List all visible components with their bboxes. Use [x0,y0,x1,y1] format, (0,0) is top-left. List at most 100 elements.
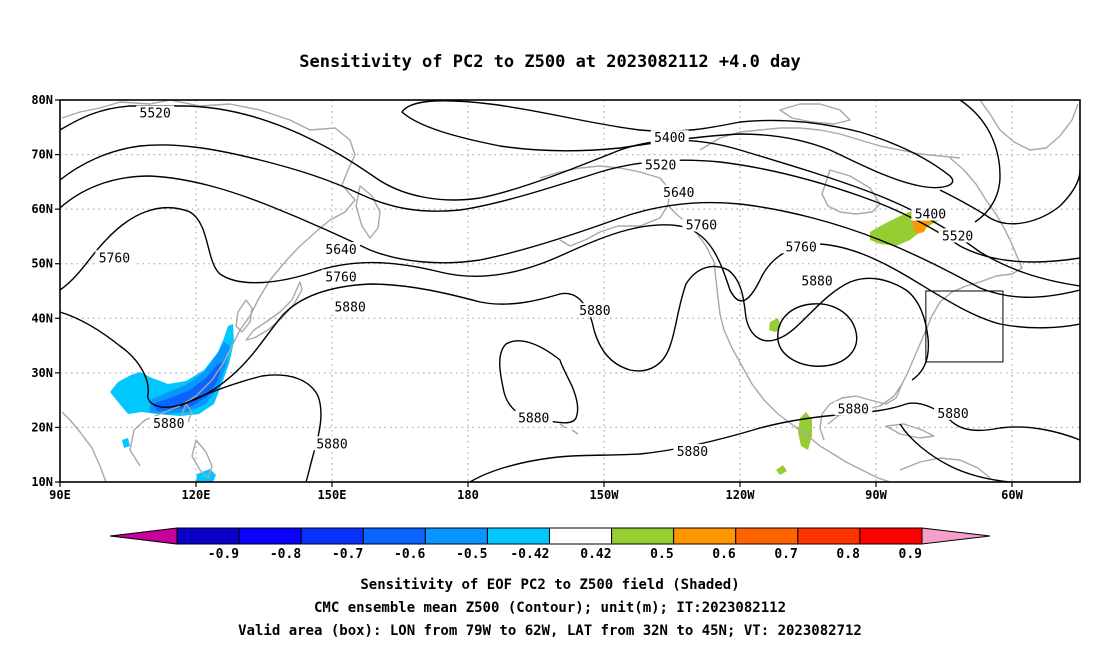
contour-label-bg [659,184,698,199]
japan-coast [245,281,303,341]
colorbar-label: 0.5 [650,547,673,562]
contour-label-bg [938,228,977,243]
lon-tick-label: 150E [318,488,347,502]
lat-tick-label: 70N [31,148,53,162]
contour-5880-pacific [593,265,930,381]
contour-label-bg [313,436,351,451]
contour-label: 5760 [786,240,817,255]
colorbar-swatch [176,527,240,545]
contour-label-bg [673,443,712,458]
contour-label-bg [682,217,721,232]
contour-label: 5760 [686,219,717,234]
positive-sensitivity-region [776,465,787,475]
contour-label-bg [798,273,837,288]
contour-5520-ring [959,100,1001,223]
colorbar-swatch [611,527,675,545]
contour-label-bg [322,269,361,284]
colorbar-over-triangle [921,527,991,545]
caption-line-2: CMC ensemble mean Z500 (Contour); unit(m… [314,600,786,616]
contour-label: 5880 [801,275,832,290]
contour-label-bg [782,239,821,254]
contour-label-bg [331,299,370,314]
colorbar-swatch [735,527,799,545]
colorbar-label: -0.8 [270,547,301,562]
caption-line-3: Valid area (box): LON from 79W to 62W, L… [238,623,862,639]
contour-label: 5760 [99,251,130,266]
kamchatka-coast [355,185,381,239]
contour-5760-west [60,239,107,291]
lat-tick-label: 40N [31,311,53,325]
contour-label-bg [641,157,680,172]
colorbar-swatch [673,527,737,545]
contour-label: 5880 [579,304,610,319]
lon-tick-label: 180 [457,488,479,502]
canadian-arctic-islands [779,103,851,125]
figure-title: Sensitivity of PC2 to Z500 at 2023082112… [299,52,801,72]
contour-5880-high [777,303,858,367]
map-frame [59,99,1081,483]
caption: Sensitivity of EOF PC2 to Z500 field (Sh… [238,577,862,639]
colorbar-under-triangle [109,527,178,545]
contour-5400-east [939,169,1080,225]
hawaii-islands [559,423,579,435]
greenland-coast [979,100,1079,151]
caption-line-1: Sensitivity of EOF PC2 to Z500 field (Sh… [360,577,739,593]
lat-tick-label: 30N [31,366,53,380]
colorbar-swatch [424,527,488,545]
contour-5880-subtropical [179,374,322,482]
lon-tick-label: 150W [590,488,620,502]
contour-5640 [60,175,1080,298]
hudson-bay-coast [821,169,881,215]
contour-label-bg [95,250,134,265]
longitude-axis: 90E 120E 150E 180 150W 120W 90W 60W [49,482,1024,502]
lat-tick-label: 80N [31,93,53,107]
lat-tick-label: 20N [31,420,53,434]
labrador-coast [949,157,1023,277]
colorbar-label: -0.42 [510,547,549,562]
colorbar-label: 0.6 [712,547,736,562]
negative-sensitivity-region [122,438,130,448]
contour-label-bg [934,405,973,420]
sensitivity-shading [110,208,946,482]
colorbar-label: 0.7 [774,547,797,562]
contour-label-bg [149,416,188,431]
central-america-coast [829,451,891,482]
lon-tick-label: 120W [726,488,756,502]
contour-label: 5400 [915,208,946,223]
korea-coast [235,299,253,333]
map-panel: 5520 5400 5520 5640 5400 5520 5760 5640 5760 5760… [31,93,1081,502]
contour-label: 5640 [325,243,356,258]
colorbar-label: -0.5 [456,547,487,562]
contour-5880-tropical [899,423,1011,482]
cuba-coast [885,423,935,439]
contour-label: 5400 [654,131,685,146]
contour-label: 5880 [334,300,365,315]
valid-area-box [925,290,1004,363]
colorbar-swatch [362,527,426,545]
contour-label-bg [575,303,614,318]
south-america-coast [899,457,991,479]
colorbar-swatch [486,527,550,545]
colorbar-swatch [859,527,923,545]
taiwan-coast [181,403,193,423]
contour-label-bg [322,242,361,257]
contour-label: 5880 [838,402,869,417]
lon-tick-label: 90W [865,488,887,502]
philippines-coast [191,439,213,479]
colorbar-swatch [549,527,613,545]
asia-arctic-coast [61,100,356,186]
contour-label: 5880 [316,437,347,452]
colorbar-label: 0.42 [580,547,611,562]
contour-label-bg [911,206,950,221]
south-asia-coast [61,411,107,482]
contour-label: 5520 [645,158,676,173]
gulf-of-mexico-coast [819,383,903,441]
negative-sensitivity-region [152,362,222,411]
contour-label-bg [650,130,689,145]
contour-label: 5520 [942,229,973,244]
contour-5880-west [60,283,595,408]
lon-tick-label: 90E [49,488,71,502]
contour-5880-southeast [905,402,1080,441]
colorbar-label: -0.7 [332,547,363,562]
